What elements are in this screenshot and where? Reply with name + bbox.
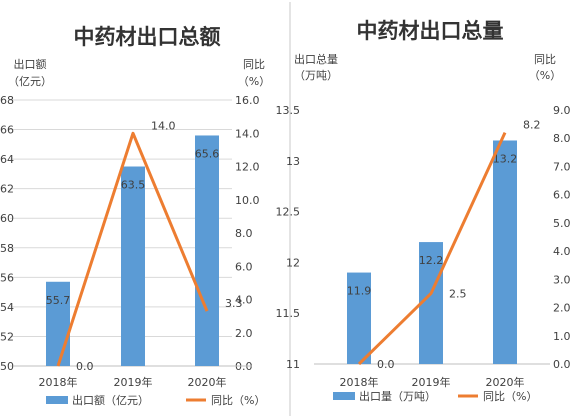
right-axis-label: 同比 [243,58,265,71]
bar-data-label: 55.7 [46,294,71,307]
right-tick-label: 2.0 [235,327,253,340]
category-label: 2018年 [340,375,379,389]
right-tick-label: 6.0 [235,260,253,273]
right-tick-label: 9.0 [553,104,571,117]
bar-data-label: 65.6 [195,147,220,160]
right-axis-unit: （%） [529,69,561,82]
right-axis-label: 同比 [534,53,556,66]
right-tick-label: 1.0 [553,330,571,343]
right-tick-label: 14.0 [235,127,260,140]
left-tick-label: 68 [0,94,14,107]
category-label: 2019年 [114,375,153,389]
category-label: 2020年 [486,375,525,389]
right-tick-label: 2.0 [553,302,571,315]
left-tick-label: 62 [0,183,14,196]
right-tick-label: 10.0 [235,194,260,207]
left-tick-label: 50 [0,360,14,373]
category-label: 2019年 [412,375,451,389]
growth-line [56,131,209,367]
chart-title: 中药材出口总额 [74,25,221,49]
right-tick-label: 16.0 [235,94,260,107]
legend-bar-swatch [46,396,68,404]
bar [493,140,517,364]
right-tick-label: 6.0 [553,189,571,202]
left-tick-label: 66 [0,124,14,137]
bar [347,272,371,364]
left-axis-label: 出口总量 [294,52,338,66]
chart-title: 中药材出口总量 [357,19,504,43]
legend-bar-label: 出口量（万吨） [359,389,436,403]
legend-line-label: 同比（%） [483,390,537,403]
left-tick-label: 13 [286,155,300,168]
left-axis-label: 出口额 [14,57,47,71]
line-data-label: 2.5 [449,287,467,300]
line-data-label: 3.3 [225,297,243,310]
left-tick-label: 60 [0,212,14,225]
right-tick-label: 0.0 [553,358,571,371]
left-axis-unit: （万吨） [294,69,338,82]
line-data-label: 0.0 [76,360,94,373]
left-tick-label: 52 [0,330,14,343]
left-tick-label: 64 [0,153,14,166]
right-tick-label: 4.0 [553,245,571,258]
category-label: 2018年 [39,375,78,389]
right-tick-label: 4.0 [235,294,253,307]
left-tick-label: 12 [286,256,300,269]
bar-data-label: 13.2 [493,152,518,165]
bar-data-label: 12.2 [419,254,444,267]
bar-data-label: 11.9 [347,285,372,298]
right-tick-label: 8.0 [235,227,253,240]
bar [195,135,219,366]
legend-bar-swatch [333,392,355,400]
left-tick-label: 11.5 [276,307,301,320]
right-axis-unit: （%） [238,75,270,88]
bar [121,166,145,366]
legend-bar-label: 出口额（亿元） [72,393,149,407]
left-tick-label: 11 [286,358,300,371]
bar-data-label: 63.5 [121,179,146,192]
right-tick-label: 7.0 [553,160,571,173]
category-label: 2020年 [188,375,227,389]
line-data-label: 0.0 [377,358,395,371]
right-tick-label: 12.0 [235,161,260,174]
left-tick-label: 56 [0,271,14,284]
bar [46,281,70,366]
right-tick-label: 5.0 [553,217,571,230]
left-tick-label: 54 [0,301,14,314]
line-data-label: 14.0 [151,119,176,132]
legend-line-label: 同比（%） [211,394,265,407]
left-tick-label: 58 [0,242,14,255]
left-tick-label: 13.5 [276,104,301,117]
right-tick-label: 3.0 [553,273,571,286]
growth-line [357,131,507,366]
right-tick-label: 8.0 [553,132,571,145]
left-tick-label: 12.5 [276,206,301,219]
line-data-label: 8.2 [523,119,541,132]
left-axis-unit: （亿元） [8,75,52,88]
